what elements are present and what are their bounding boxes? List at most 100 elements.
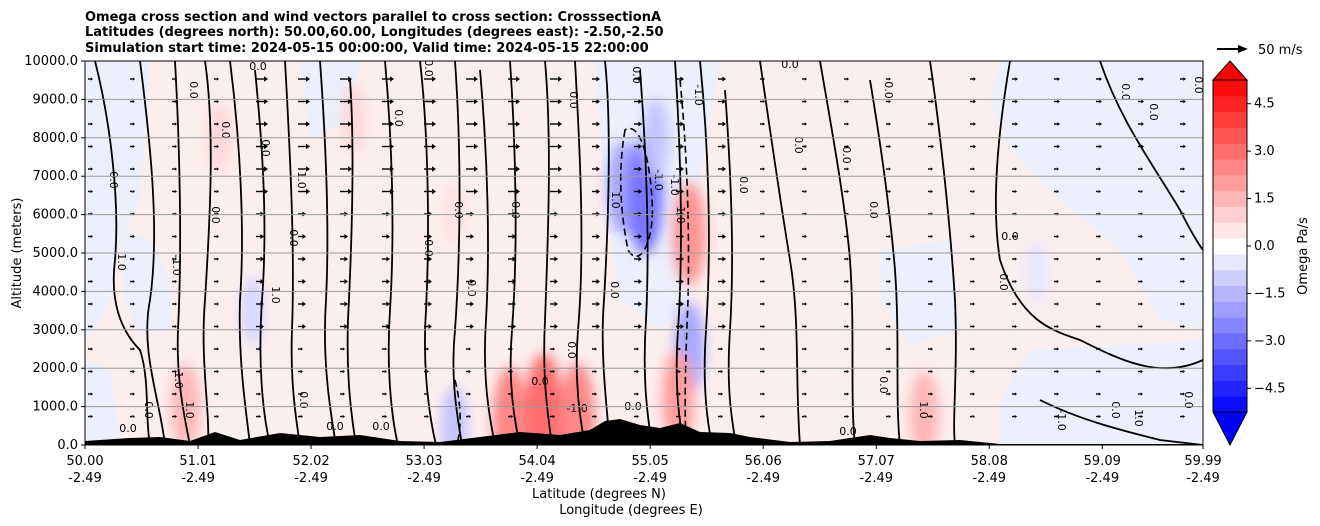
wind-vector [802,392,807,396]
wind-vector [466,211,474,217]
contour-label: 0.0 [326,420,344,433]
omega-patch [909,371,939,445]
wind-vector [172,77,177,81]
wind-vector [382,76,394,82]
wind-vector [928,414,933,419]
wind-vector [592,369,597,374]
y-tick-label: 6000.0 [33,208,79,223]
wind-vector [1180,324,1185,329]
wind-vector [1012,189,1017,194]
wind-vector [214,324,219,329]
wind-vector [1096,99,1102,104]
wind-vector [550,256,558,262]
wind-vector [1180,144,1186,149]
wind-vector [1054,369,1059,374]
wind-vector [676,121,684,127]
wind-vector [424,166,436,172]
wind-vector [466,347,471,351]
wind-vector [214,167,219,171]
wind-vector [550,323,558,330]
x-tick-label-lat: 52.02 [292,454,329,469]
wind-vector [466,143,478,150]
colorbar-segment [1213,111,1247,128]
wind-vector [298,233,306,240]
wind-vector [508,143,520,150]
wind-vector [424,301,432,307]
colorbar-label: Omega Pa/s [1296,217,1311,295]
wind-vector [1138,347,1143,351]
wind-vector [256,76,268,82]
wind-vector [634,166,642,172]
omega-patch [1024,241,1048,304]
wind-vector [886,189,891,194]
wind-vector [382,323,390,330]
colorbar-segment [1213,174,1247,192]
wind-vector [1012,77,1018,81]
wind-vector [886,144,891,149]
wind-vector [886,369,891,374]
wind-vector [802,144,807,149]
x-axis-label-latitude: Latitude (degrees N) [532,487,666,502]
omega-patch [672,182,706,286]
colorbar: 4.5 3.0 1.5 0.0 −1.5 −3.0 −4.5 [1211,60,1286,447]
wind-vector [592,211,600,217]
wind-vector [214,279,219,284]
colorbar-tick-label: −3.0 [1254,334,1286,349]
contour-label: 0.0 [422,239,435,257]
wind-vector [298,323,306,330]
wind-vector [214,257,219,261]
wind-vector [970,414,975,419]
wind-vector [340,347,345,351]
wind-vector [592,323,600,330]
colorbar-tick-label: 0.0 [1254,239,1275,254]
y-axis: 0.0 1000.0 2000.0 3000.0 4000.0 5000.0 6000.0 7… [24,54,85,453]
wind-vector [1138,257,1143,261]
wind-vector [718,121,726,127]
wind-vector [340,143,352,150]
wind-vector [466,256,474,262]
colorbar-segment [1213,301,1247,318]
wind-vector [424,121,436,127]
wind-vector [1096,302,1101,306]
wind-vector [172,167,177,171]
wind-vector [1054,189,1059,194]
wind-vector [466,414,471,419]
wind-vector [88,77,93,81]
wind-vector [1180,189,1185,194]
wind-vector [508,369,513,374]
wind-vector [928,347,933,351]
y-tick-label: 7000.0 [33,169,79,184]
wind-vector [88,369,93,374]
quiver-key-label: 50 m/s [1258,43,1303,58]
y-tick-label: 5000.0 [33,246,79,261]
wind-vector [550,211,558,217]
wind-vector [634,121,642,127]
contour-label: 0.0 [219,121,232,139]
colorbar-segment [1213,253,1247,271]
wind-vector [718,256,726,262]
wind-vector [1012,279,1017,284]
wind-vector [424,76,436,82]
wind-vector [1012,347,1017,351]
quiver-key-arrow [1238,45,1248,53]
wind-vector [1012,167,1017,171]
contour-label: 0.0 [422,59,435,77]
wind-vector [466,98,478,105]
wind-vector [886,122,891,126]
wind-vector [718,98,726,105]
wind-vector [1138,77,1144,81]
wind-vector [886,324,891,329]
wind-vector [760,257,765,261]
wind-vector [214,189,219,194]
wind-vector [1096,414,1101,419]
wind-vector [382,347,387,351]
wind-vector [508,98,520,105]
plot-area: 0.0 1.0 0.0 0.0 -1.0 0.0 1.0 0.0 0.0 0.0 1.0 1.0 0.0… [85,59,1203,445]
title-line-2: Latitudes (degrees north): 50.00,60.00, … [85,25,664,40]
contour-label: -1.0 [1055,409,1068,430]
contour-label: 0.0 [297,391,310,409]
wind-vector [1138,99,1144,104]
wind-vector [844,392,849,396]
wind-vector [1138,279,1143,284]
wind-vector [928,369,933,374]
